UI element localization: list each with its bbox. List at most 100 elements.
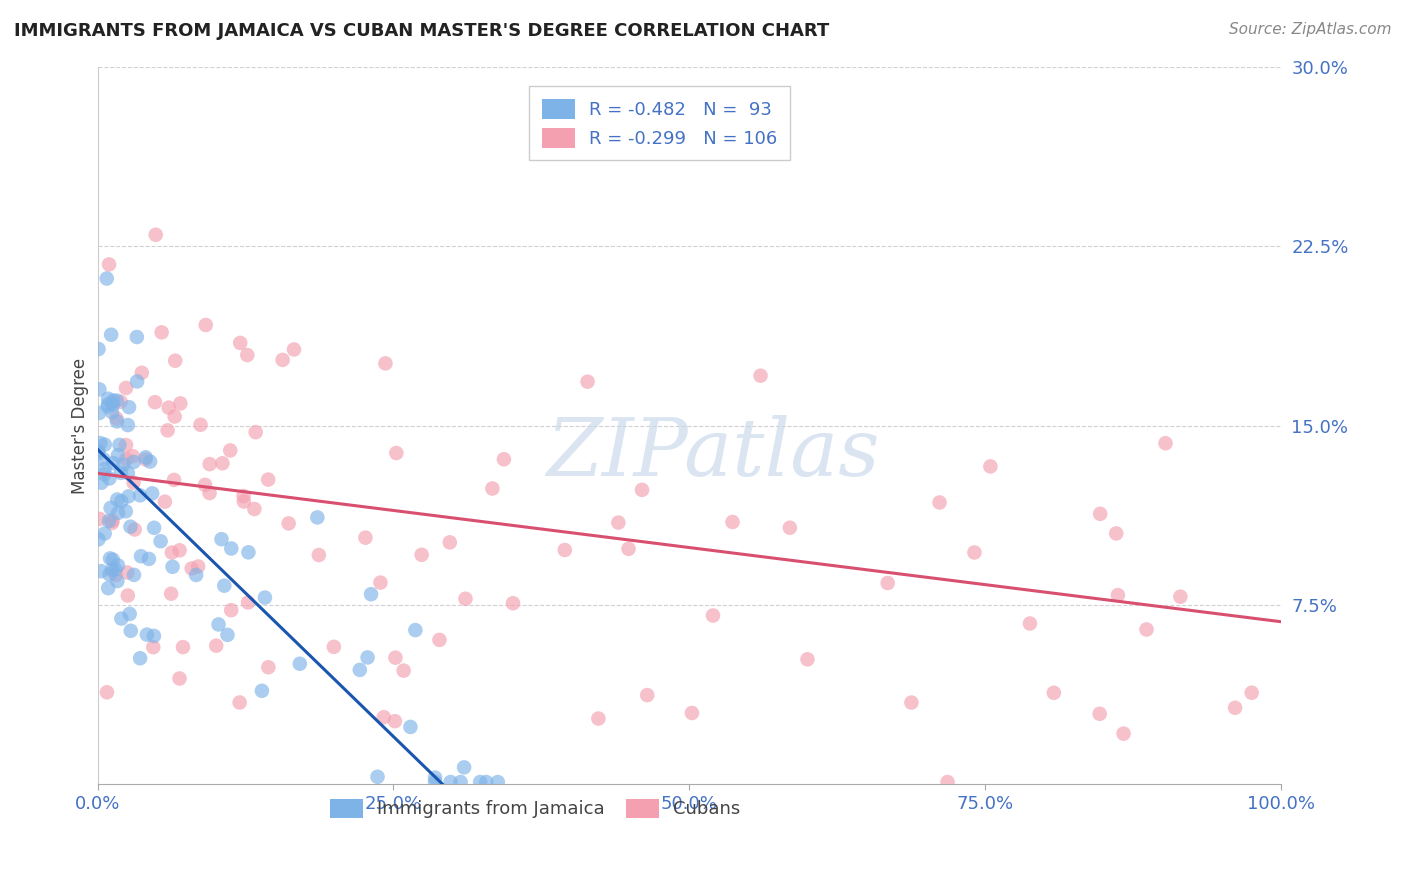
Point bbox=[101, 563, 124, 577]
Point bbox=[141, 486, 163, 500]
Point bbox=[928, 495, 950, 509]
Point bbox=[588, 712, 610, 726]
Point bbox=[253, 591, 276, 605]
Point bbox=[129, 488, 152, 502]
Point bbox=[101, 516, 124, 530]
Point bbox=[96, 685, 118, 699]
Point bbox=[104, 562, 127, 576]
Text: Source: ZipAtlas.com: Source: ZipAtlas.com bbox=[1229, 22, 1392, 37]
Point bbox=[169, 396, 191, 410]
Point bbox=[98, 567, 121, 582]
Point bbox=[97, 400, 120, 414]
Point bbox=[232, 494, 254, 508]
Point bbox=[104, 568, 127, 582]
Point bbox=[101, 456, 124, 470]
Point bbox=[486, 775, 509, 789]
Point bbox=[190, 417, 212, 432]
Point bbox=[135, 452, 157, 467]
Point bbox=[93, 462, 115, 476]
Y-axis label: Master's Degree: Master's Degree bbox=[72, 358, 89, 493]
Point bbox=[384, 714, 406, 729]
Point bbox=[1019, 616, 1042, 631]
Point bbox=[796, 652, 818, 666]
Point bbox=[89, 436, 111, 450]
Point bbox=[153, 494, 176, 508]
Point bbox=[121, 449, 143, 463]
Point bbox=[87, 342, 110, 356]
Point bbox=[1170, 590, 1192, 604]
Point bbox=[721, 515, 744, 529]
Point bbox=[211, 456, 233, 470]
Point bbox=[450, 775, 472, 789]
Point bbox=[131, 366, 153, 380]
Point bbox=[636, 688, 658, 702]
Point bbox=[194, 478, 217, 492]
Point bbox=[122, 455, 145, 469]
Point bbox=[129, 651, 152, 665]
Point bbox=[110, 611, 132, 625]
Point bbox=[172, 640, 194, 654]
Point bbox=[127, 375, 149, 389]
Point bbox=[277, 516, 299, 531]
Point bbox=[162, 559, 184, 574]
Point bbox=[308, 548, 330, 562]
Point bbox=[107, 558, 129, 573]
Point bbox=[89, 383, 111, 397]
Point bbox=[221, 541, 243, 556]
Point bbox=[1088, 706, 1111, 721]
Point bbox=[257, 660, 280, 674]
Point bbox=[214, 579, 236, 593]
Point bbox=[98, 257, 121, 271]
Point bbox=[107, 448, 129, 462]
Point bbox=[160, 545, 183, 559]
Point bbox=[404, 623, 426, 637]
Point bbox=[110, 466, 132, 480]
Point bbox=[1107, 588, 1129, 602]
Point bbox=[576, 375, 599, 389]
Point bbox=[89, 512, 111, 526]
Point bbox=[1043, 686, 1066, 700]
Point bbox=[117, 489, 139, 503]
Point bbox=[283, 343, 305, 357]
Point bbox=[149, 534, 172, 549]
Point bbox=[198, 457, 221, 471]
Point bbox=[101, 393, 124, 408]
Point bbox=[681, 706, 703, 720]
Point bbox=[120, 624, 142, 638]
Point bbox=[217, 628, 239, 642]
Point bbox=[97, 392, 120, 406]
Point bbox=[135, 450, 157, 465]
Point bbox=[385, 446, 408, 460]
Point bbox=[232, 489, 254, 503]
Point bbox=[169, 543, 191, 558]
Point bbox=[1240, 686, 1263, 700]
Point bbox=[117, 589, 139, 603]
Point bbox=[100, 500, 122, 515]
Point bbox=[219, 443, 242, 458]
Point bbox=[93, 452, 115, 467]
Point bbox=[1135, 623, 1157, 637]
Point bbox=[101, 405, 124, 419]
Point bbox=[101, 514, 124, 528]
Point bbox=[702, 608, 724, 623]
Point bbox=[374, 356, 396, 370]
Point bbox=[186, 568, 208, 582]
Point bbox=[112, 458, 135, 472]
Point bbox=[142, 629, 165, 643]
Point bbox=[373, 710, 395, 724]
Point bbox=[367, 770, 389, 784]
Point bbox=[118, 607, 141, 621]
Point bbox=[143, 395, 166, 409]
Point bbox=[288, 657, 311, 671]
Point bbox=[98, 551, 121, 566]
Point bbox=[89, 406, 111, 420]
Legend: Immigrants from Jamaica, Cubans: Immigrants from Jamaica, Cubans bbox=[323, 791, 748, 826]
Point bbox=[468, 775, 491, 789]
Point bbox=[117, 466, 139, 480]
Point bbox=[198, 486, 221, 500]
Point bbox=[322, 640, 344, 654]
Point bbox=[115, 381, 138, 395]
Point bbox=[97, 397, 120, 411]
Point bbox=[142, 640, 165, 655]
Point bbox=[93, 467, 115, 482]
